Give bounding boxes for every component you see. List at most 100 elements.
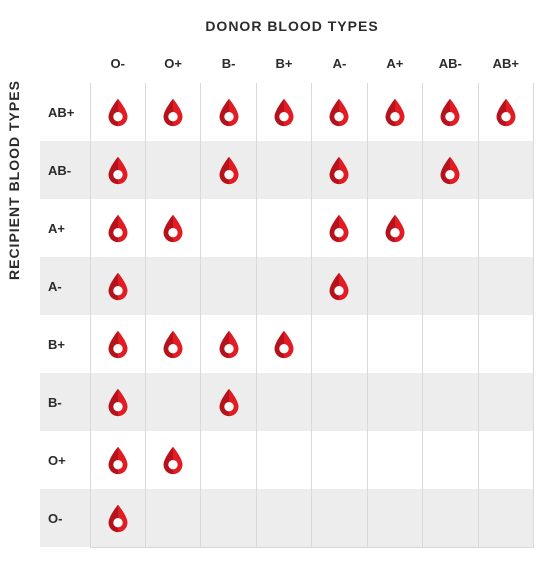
compatibility-cell — [423, 431, 478, 489]
compatibility-cell — [423, 141, 478, 199]
blood-drop-icon — [324, 155, 354, 185]
compatibility-cell — [312, 257, 367, 315]
recipient-row: O- — [40, 489, 534, 547]
compatibility-cell — [312, 141, 367, 199]
donor-header: A- — [312, 48, 367, 83]
compatibility-cell — [312, 199, 367, 257]
blood-drop-icon — [103, 503, 133, 533]
compatibility-cell — [145, 489, 200, 547]
donor-header: O- — [90, 48, 145, 83]
blood-drop-icon — [158, 213, 188, 243]
compatibility-cell — [201, 489, 256, 547]
compatibility-cell — [312, 431, 367, 489]
blood-drop-icon — [103, 387, 133, 417]
compatibility-cell — [256, 315, 311, 373]
blood-drop-icon — [380, 97, 410, 127]
compatibility-cell — [90, 141, 145, 199]
compatibility-cell — [90, 431, 145, 489]
blood-drop-icon — [324, 271, 354, 301]
compatibility-cell — [478, 315, 533, 373]
donor-header-row: O-O+B-B+A-A+AB-AB+ — [40, 48, 534, 83]
recipient-row: O+ — [40, 431, 534, 489]
recipient-header: O- — [40, 489, 90, 547]
compatibility-cell — [145, 431, 200, 489]
donor-header: AB- — [423, 48, 478, 83]
donor-axis-title: DONOR BLOOD TYPES — [40, 18, 544, 34]
blood-drop-icon — [158, 445, 188, 475]
recipient-header: B- — [40, 373, 90, 431]
compatibility-cell — [90, 315, 145, 373]
recipient-header: AB+ — [40, 83, 90, 141]
compatibility-cell — [90, 257, 145, 315]
recipient-header: A+ — [40, 199, 90, 257]
recipient-rows: AB+ — [40, 83, 534, 547]
compatibility-cell — [478, 431, 533, 489]
compatibility-cell — [478, 373, 533, 431]
blood-drop-icon — [491, 97, 521, 127]
blood-drop-icon — [324, 97, 354, 127]
blood-drop-icon — [103, 155, 133, 185]
compatibility-cell — [256, 373, 311, 431]
compatibility-cell — [201, 315, 256, 373]
blood-drop-icon — [103, 213, 133, 243]
compatibility-cell — [201, 83, 256, 141]
compatibility-cell — [90, 489, 145, 547]
recipient-row: B- — [40, 373, 534, 431]
compatibility-cell — [367, 257, 422, 315]
blood-drop-icon — [380, 213, 410, 243]
compatibility-cell — [145, 257, 200, 315]
compatibility-cell — [423, 257, 478, 315]
compatibility-cell — [423, 489, 478, 547]
compatibility-cell — [145, 315, 200, 373]
recipient-header: AB- — [40, 141, 90, 199]
recipient-axis-title: RECIPIENT BLOOD TYPES — [6, 80, 22, 280]
blood-drop-icon — [103, 97, 133, 127]
blood-drop-icon — [103, 329, 133, 359]
compatibility-cell — [90, 83, 145, 141]
compatibility-cell — [478, 489, 533, 547]
recipient-row: B+ — [40, 315, 534, 373]
recipient-row: A- — [40, 257, 534, 315]
compatibility-cell — [145, 373, 200, 431]
compatibility-cell — [478, 257, 533, 315]
blood-drop-icon — [214, 155, 244, 185]
compatibility-table: O-O+B-B+A-A+AB-AB+ AB+ — [40, 48, 534, 548]
compatibility-cell — [367, 83, 422, 141]
blood-drop-icon — [214, 387, 244, 417]
compatibility-cell — [367, 373, 422, 431]
compatibility-cell — [90, 373, 145, 431]
compatibility-cell — [367, 315, 422, 373]
compatibility-cell — [145, 83, 200, 141]
compatibility-cell — [201, 199, 256, 257]
compatibility-cell — [90, 199, 145, 257]
compatibility-cell — [145, 199, 200, 257]
compatibility-cell — [201, 373, 256, 431]
blood-drop-icon — [103, 445, 133, 475]
compatibility-cell — [478, 83, 533, 141]
recipient-header: A- — [40, 257, 90, 315]
recipient-row: AB- — [40, 141, 534, 199]
blood-drop-icon — [103, 271, 133, 301]
donor-header: A+ — [367, 48, 422, 83]
blood-drop-icon — [324, 213, 354, 243]
compatibility-cell — [312, 315, 367, 373]
compatibility-cell — [423, 373, 478, 431]
recipient-header: O+ — [40, 431, 90, 489]
blood-drop-icon — [158, 329, 188, 359]
compatibility-cell — [256, 257, 311, 315]
corner-cell — [40, 48, 90, 83]
compatibility-cell — [312, 489, 367, 547]
blood-drop-icon — [269, 329, 299, 359]
donor-header: B- — [201, 48, 256, 83]
recipient-row: A+ — [40, 199, 534, 257]
compatibility-cell — [312, 83, 367, 141]
blood-drop-icon — [214, 329, 244, 359]
blood-drop-icon — [435, 97, 465, 127]
compatibility-cell — [256, 141, 311, 199]
blood-drop-icon — [214, 97, 244, 127]
compatibility-cell — [201, 431, 256, 489]
compatibility-cell — [367, 431, 422, 489]
compatibility-grid: O-O+B-B+A-A+AB-AB+ AB+ — [40, 48, 534, 548]
recipient-row: AB+ — [40, 83, 534, 141]
blood-drop-icon — [158, 97, 188, 127]
